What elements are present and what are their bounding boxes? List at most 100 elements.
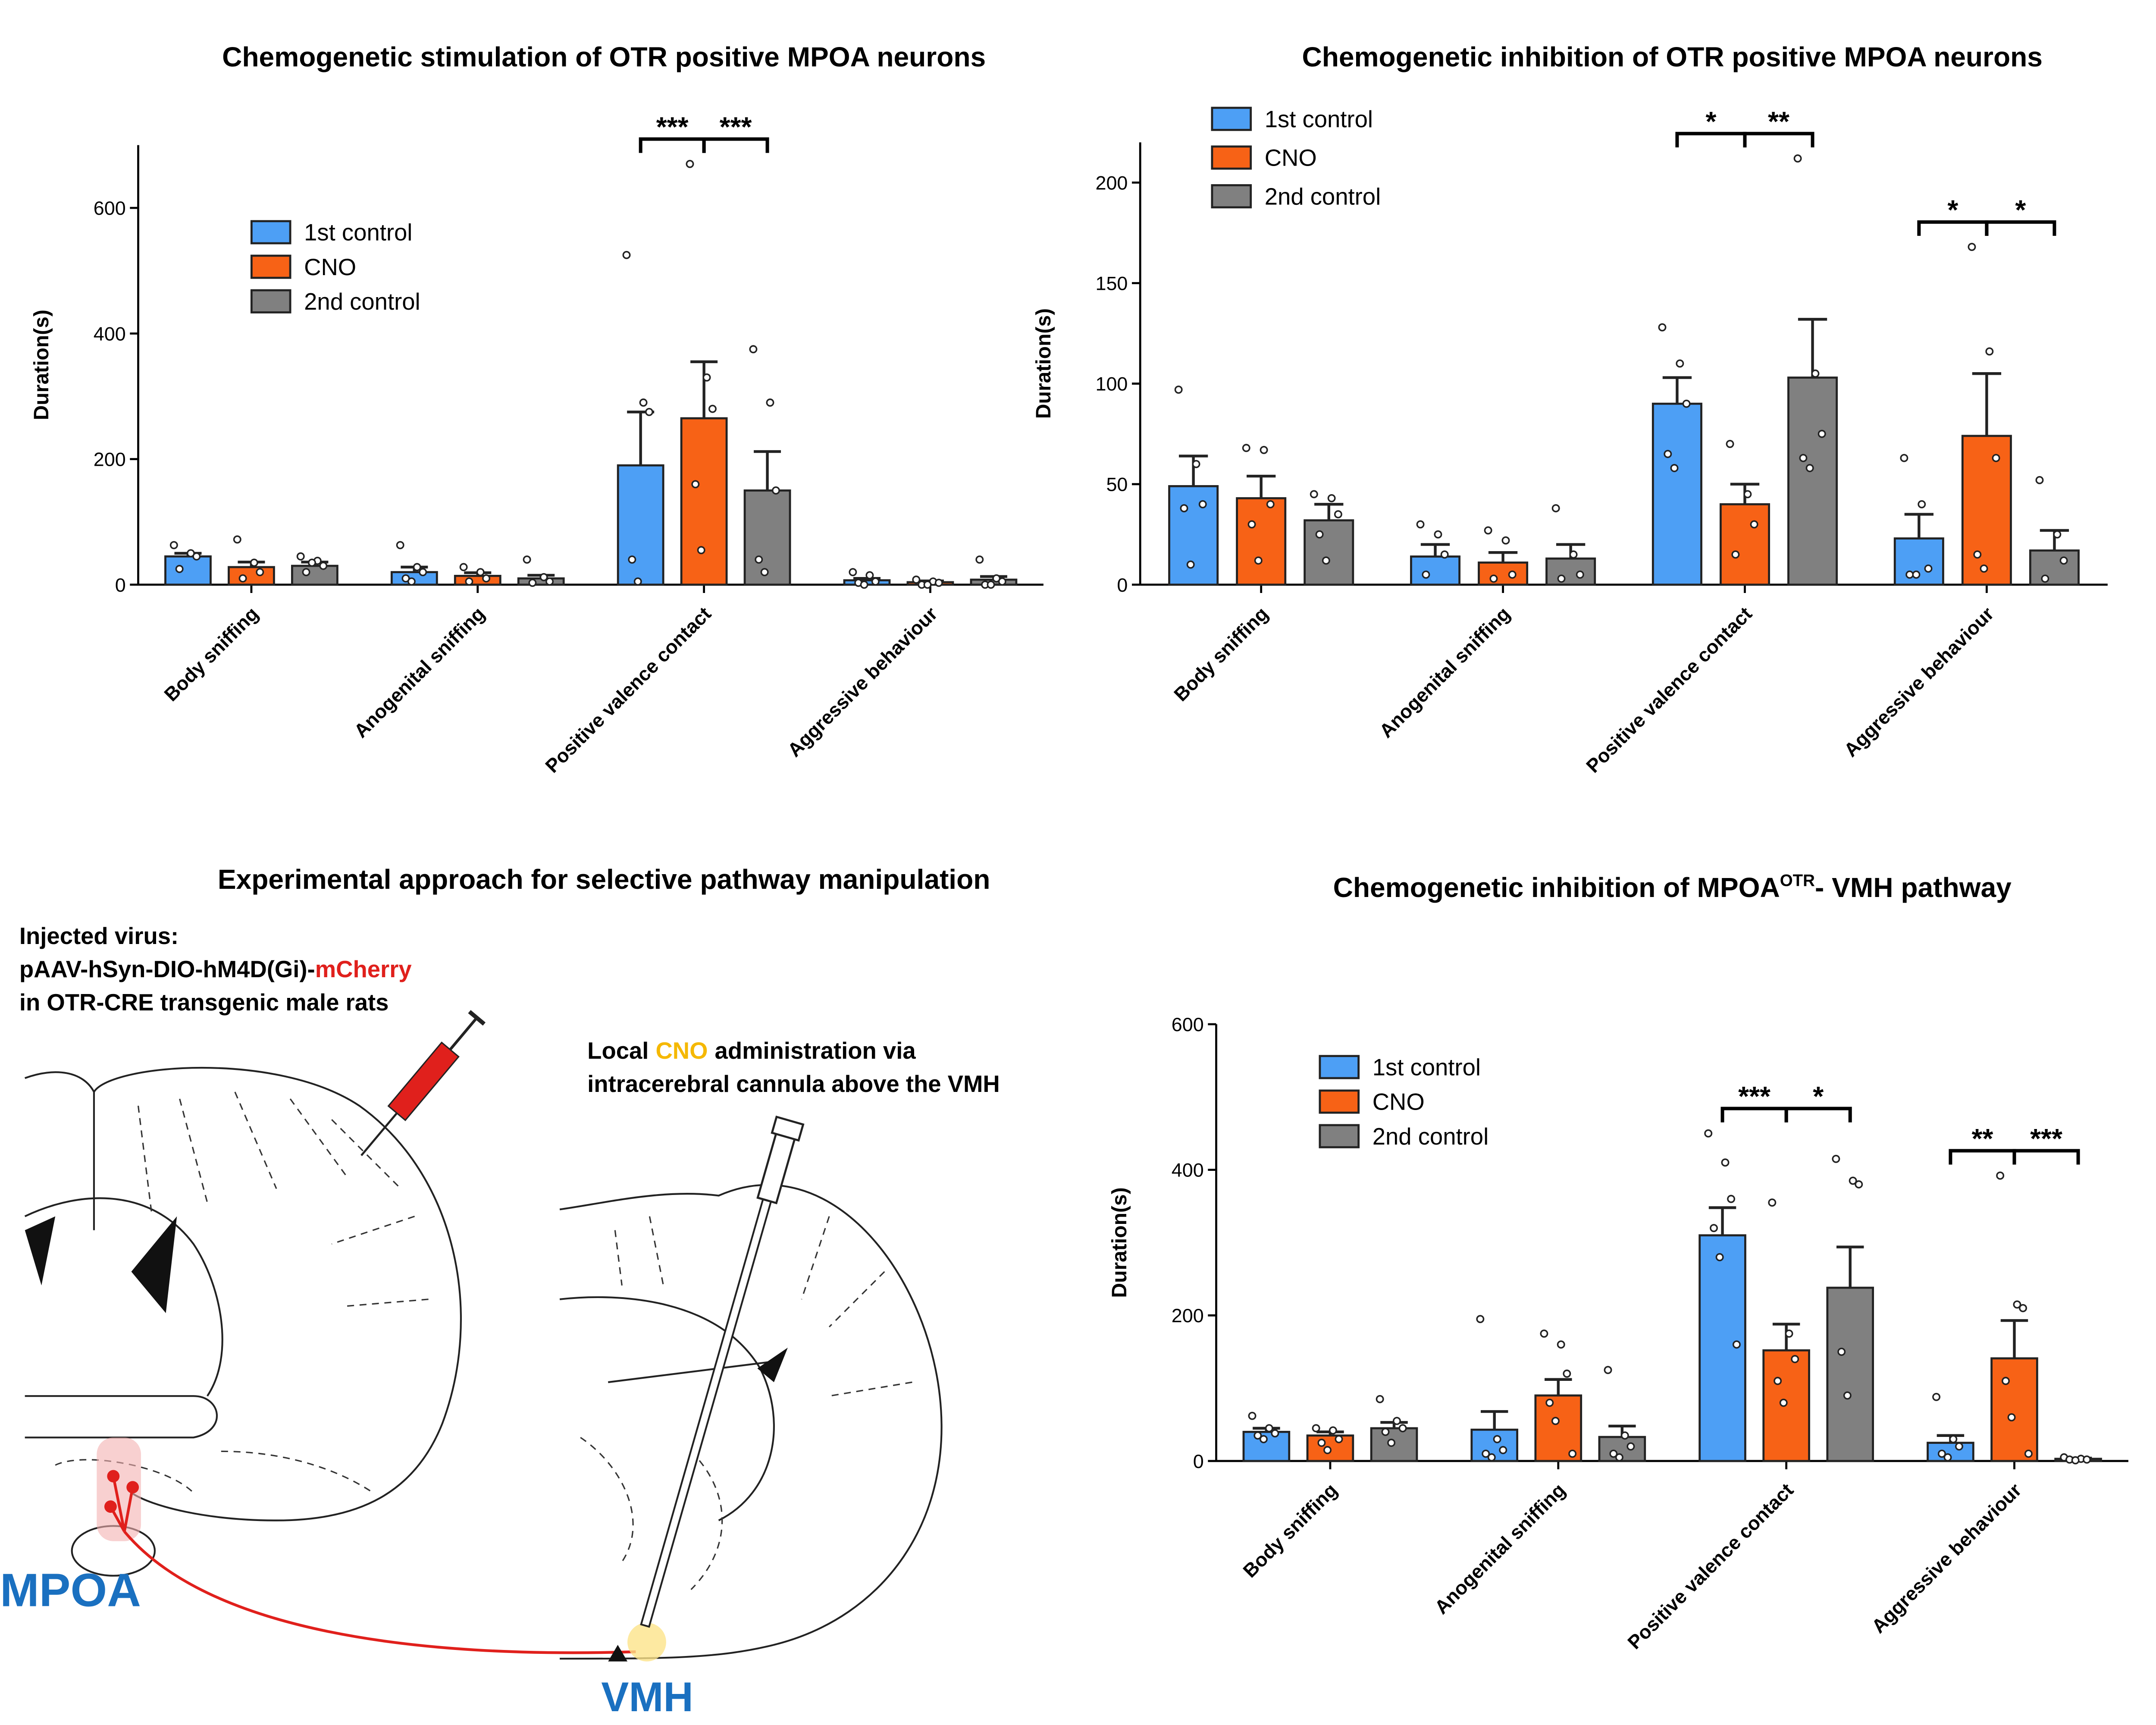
significance-label: *** (2030, 1123, 2062, 1154)
data-point (1620, 1431, 1629, 1440)
bar (291, 565, 338, 586)
data-point (1315, 530, 1324, 539)
data-point (1837, 1348, 1846, 1356)
data-point (539, 573, 548, 581)
x-tick-label: Positive valence contact (1623, 1479, 1798, 1653)
data-point (1186, 560, 1195, 569)
data-point (871, 577, 880, 586)
data-point (523, 555, 531, 564)
data-point (1943, 1453, 1952, 1462)
significance-label: *** (1738, 1081, 1771, 1112)
data-point (1968, 243, 1976, 251)
data-point (1557, 1340, 1565, 1349)
data-point (1484, 526, 1492, 535)
data-point (233, 535, 241, 544)
vmh-highlight (627, 1622, 666, 1662)
bar (1410, 555, 1461, 586)
title-text: Chemogenetic stimulation of OTR positive… (222, 41, 986, 72)
data-point (860, 580, 868, 589)
data-point (1434, 530, 1442, 539)
significance-label: ** (1971, 1123, 1993, 1154)
data-point (1254, 556, 1263, 565)
brain-outline-2 (559, 1184, 943, 1660)
data-point (1768, 1198, 1777, 1207)
error-bar (1480, 1410, 1508, 1430)
data-point (1540, 1329, 1548, 1338)
data-point (1743, 490, 1752, 499)
data-point (465, 577, 473, 586)
brain-dashes (55, 1091, 429, 1493)
data-point (849, 568, 857, 577)
error-bar (690, 360, 718, 418)
data-point (1721, 1158, 1730, 1167)
data-point (1980, 565, 1988, 573)
data-point (923, 580, 932, 589)
data-point (2007, 1413, 2016, 1421)
x-tick-label: Positive valence contact (541, 602, 715, 777)
significance-label: * (1705, 106, 1716, 137)
significance-label: * (1947, 194, 1958, 225)
data-point (1818, 430, 1826, 438)
data-point (1545, 1399, 1554, 1407)
bar (1598, 1436, 1646, 1462)
data-point (1932, 1393, 1941, 1401)
data-point (1398, 1424, 1407, 1433)
brain-inner-2 (559, 1296, 775, 1521)
data-point (1416, 520, 1425, 529)
bar (617, 464, 664, 586)
legend-label: 2nd control (304, 289, 420, 315)
data-point (760, 568, 769, 577)
data-point (2071, 1456, 2080, 1465)
data-point (691, 480, 700, 489)
data-point (192, 552, 201, 561)
significance-label: ** (1768, 106, 1789, 137)
data-point (1732, 1340, 1741, 1349)
data-point (1568, 1449, 1577, 1458)
data-point (2001, 1377, 2010, 1385)
data-point (1192, 460, 1200, 468)
virus-construct: pAAV-hSyn-DIO-hM4D(Gi)-mCherry (19, 956, 412, 982)
x-tick-label: Body sniffing (160, 602, 263, 706)
data-point (639, 398, 648, 407)
data-point (1476, 1315, 1485, 1324)
bar (1545, 557, 1596, 586)
error-bar (1488, 551, 1518, 563)
data-point (934, 578, 943, 587)
neurons (104, 1470, 139, 1513)
data-point (1174, 386, 1183, 394)
data-point (1327, 494, 1336, 502)
data-point (1949, 1435, 1958, 1443)
data-point (1615, 1453, 1623, 1462)
data-point (1317, 1439, 1326, 1447)
data-point (1670, 464, 1679, 472)
error-bar (754, 450, 781, 491)
bar (1990, 1357, 2038, 1462)
diagram-title: Experimental approach for selective path… (218, 864, 990, 895)
data-point (302, 568, 310, 577)
data-point (1501, 536, 1510, 545)
data-point (1937, 1449, 1946, 1458)
x-tick-label: Anogenital sniffing (1375, 602, 1514, 742)
error-bar (1772, 1323, 1800, 1351)
data-point (1918, 500, 1926, 508)
cno-start: Local (587, 1038, 649, 1064)
bar (1304, 519, 1354, 586)
y-tick-label: 0 (1117, 574, 1128, 596)
data-point (1563, 1369, 1571, 1378)
significance-label: *** (720, 111, 752, 142)
y-axis-label: Duration(s) (30, 310, 53, 420)
data-point (2041, 574, 2049, 583)
data-point (1682, 399, 1691, 408)
data-point (1791, 1355, 1799, 1363)
data-point (1715, 1253, 1724, 1261)
bar (1236, 497, 1287, 586)
data-point (1676, 359, 1684, 368)
error-bar (2000, 1319, 2028, 1358)
y-tick-label: 100 (1096, 373, 1128, 395)
cannula (640, 1115, 805, 1628)
bar (390, 571, 438, 586)
data-point (1793, 154, 1802, 163)
data-point (1996, 1171, 2005, 1180)
data-point (1799, 454, 1808, 462)
legend-label: 1st control (1373, 1054, 1481, 1081)
